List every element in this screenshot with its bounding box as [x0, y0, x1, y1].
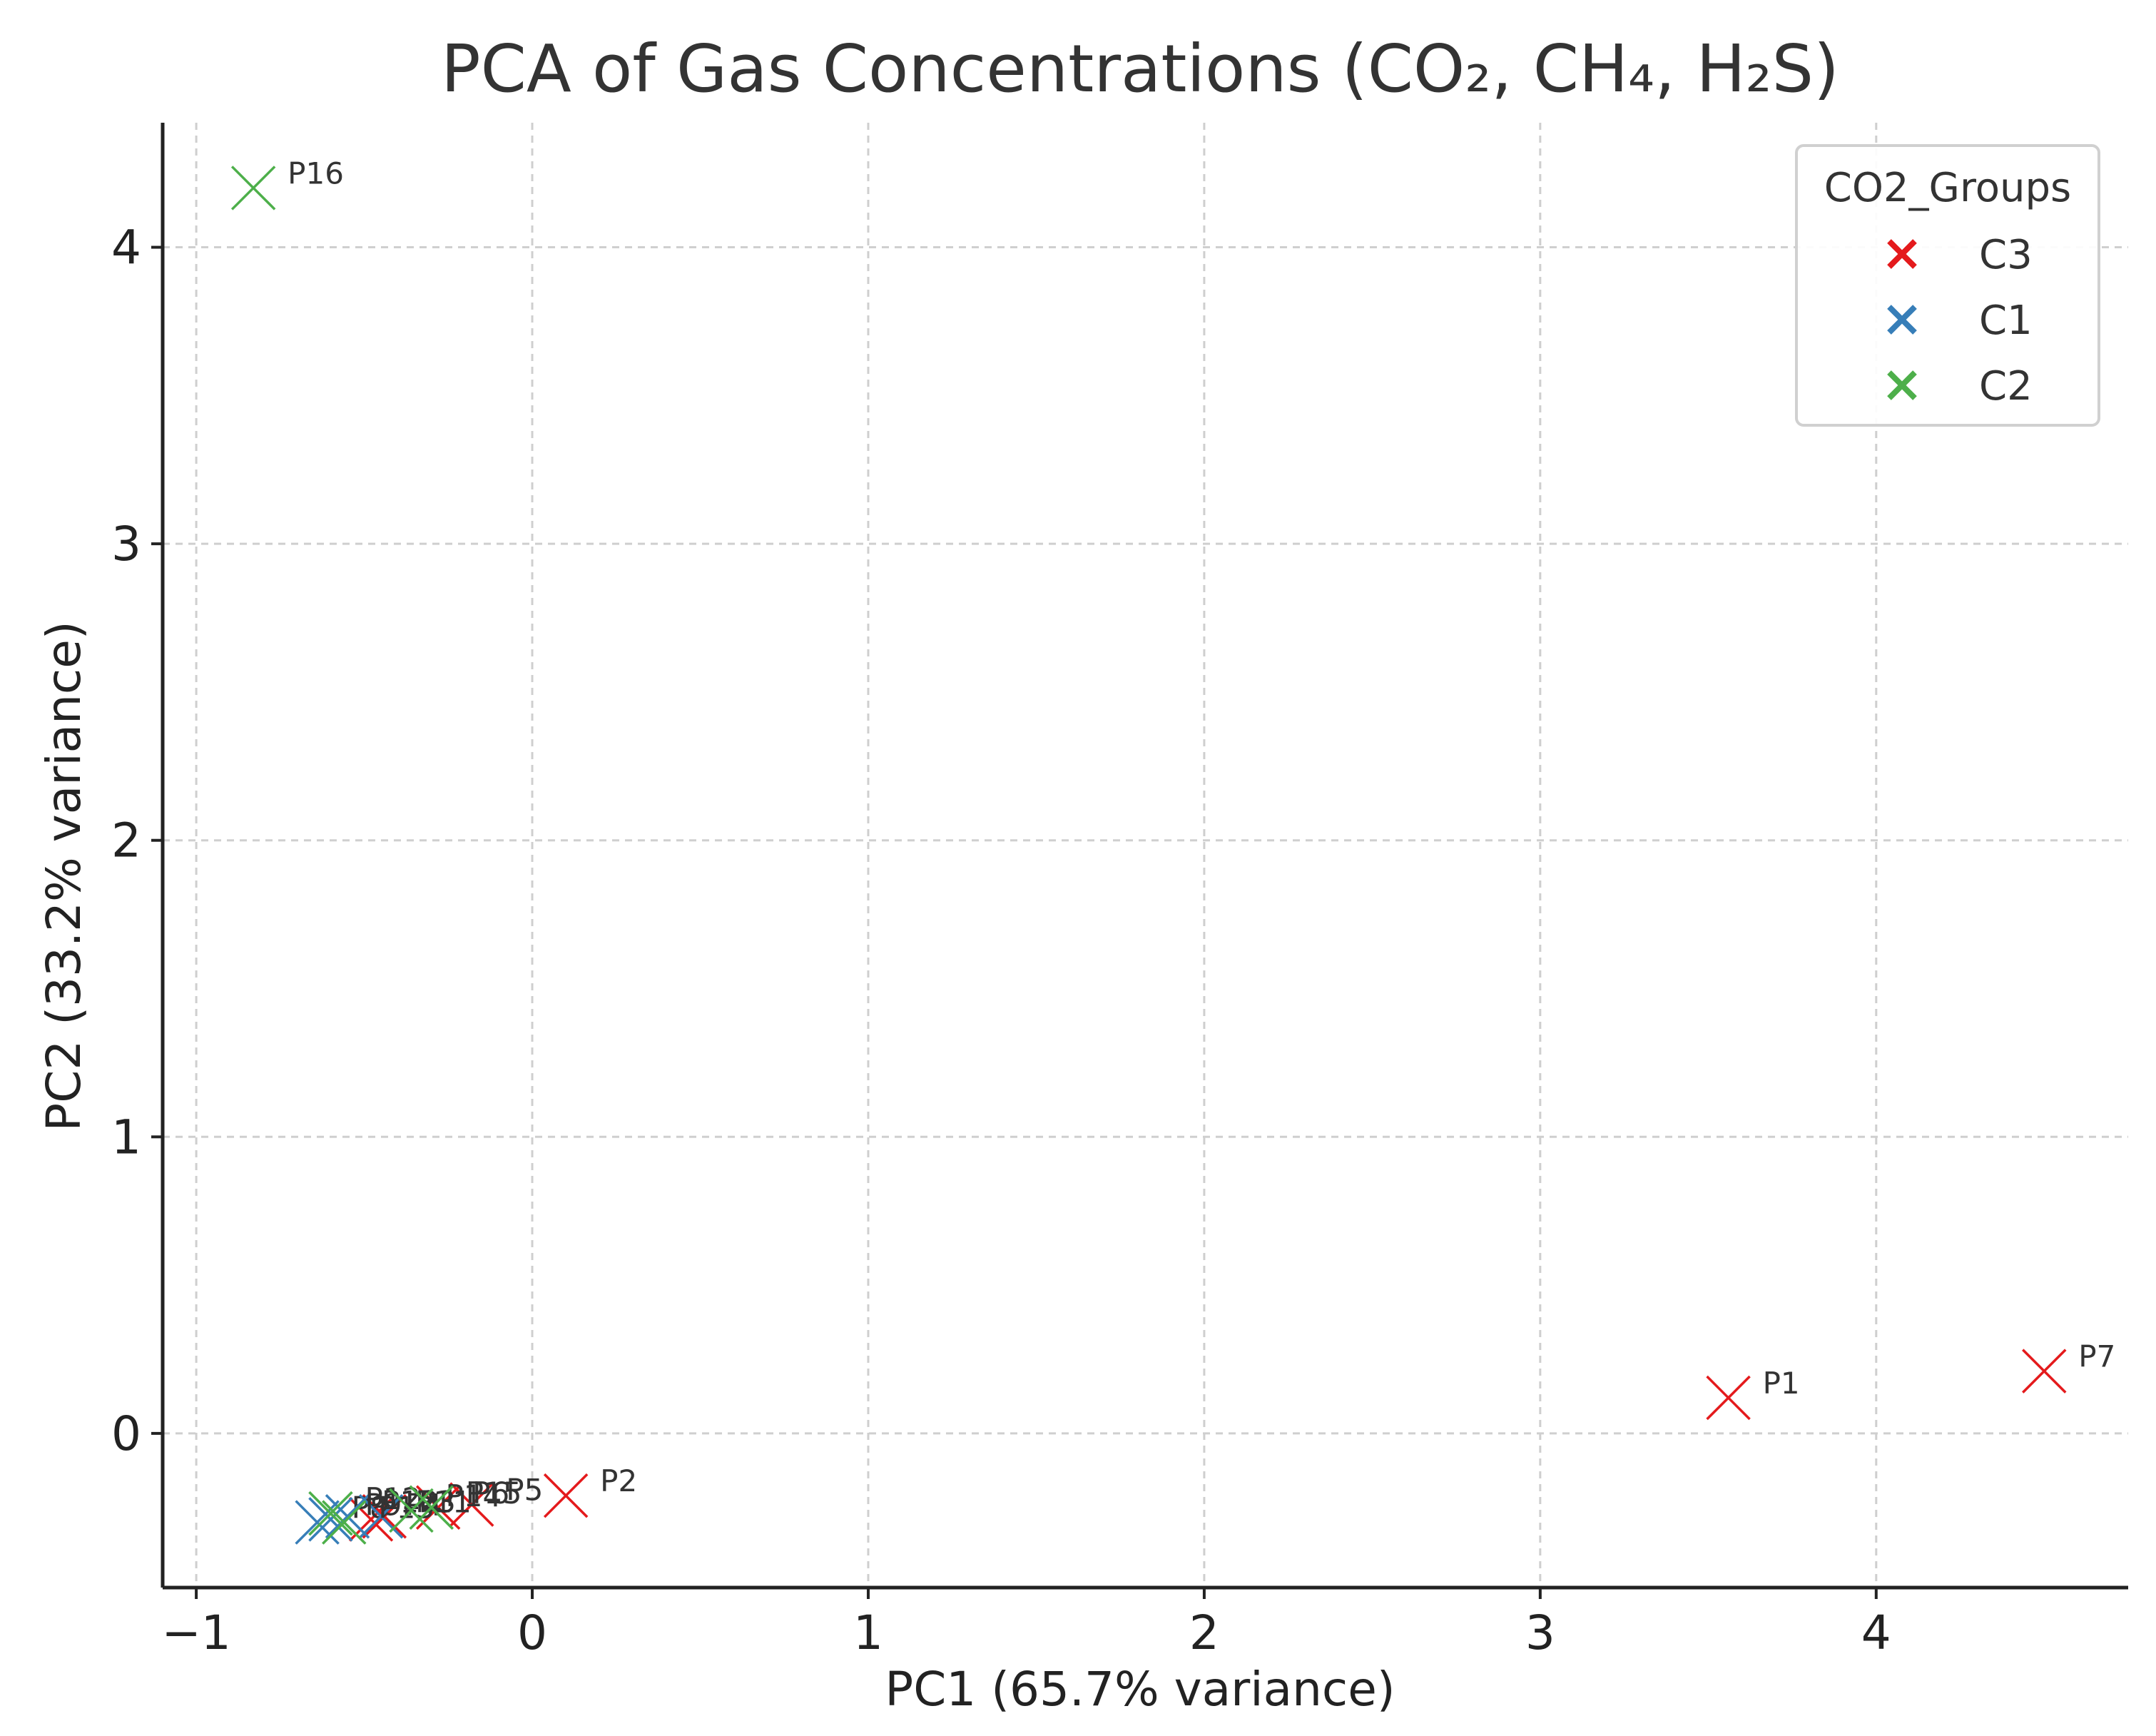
point-label: P15 [466, 1476, 522, 1511]
point-label: P7 [2078, 1339, 2115, 1374]
legend-marker-stroke [1887, 305, 1917, 335]
data-point-p1: P1 [1706, 1366, 1800, 1421]
data-point-p14: P14 [389, 1478, 502, 1533]
legend-entry-c2: C2 [1887, 363, 2033, 410]
data-point-p2: P2 [543, 1463, 637, 1518]
legend-box [1795, 144, 2100, 427]
y-tick-label: 0 [111, 1406, 141, 1461]
data-point-p15: P15 [409, 1476, 522, 1531]
legend-label: C2 [1979, 363, 2033, 410]
data-point-p16: P16 [230, 156, 344, 210]
point-marker-stroke [325, 1494, 370, 1539]
point-marker-stroke [1706, 1375, 1751, 1421]
point-marker-stroke [409, 1485, 454, 1531]
point-marker-stroke [308, 1497, 353, 1542]
x-tick-label: 2 [1189, 1605, 1219, 1660]
x-tick-label: −1 [161, 1605, 230, 1660]
legend-label: C1 [1979, 298, 2033, 344]
point-marker-stroke [543, 1473, 589, 1518]
axis-ticks: −1 0 1 2 3 4 0 1 2 3 4 [111, 220, 1891, 1660]
y-tick-label: 2 [111, 813, 141, 868]
x-tick-label: 3 [1525, 1605, 1555, 1660]
y-tick-label: 3 [111, 517, 141, 572]
y-tick-label: 1 [111, 1110, 141, 1164]
legend-marker-stroke [1887, 239, 1917, 269]
point-label: P5 [506, 1473, 543, 1508]
legend-entry-c3: C3 [1887, 232, 2033, 278]
data-point-p7: P7 [2022, 1339, 2115, 1394]
point-label: P1 [1763, 1366, 1800, 1401]
point-marker-stroke [358, 1494, 404, 1539]
point-marker-stroke [449, 1482, 494, 1527]
point-marker-stroke [362, 1494, 407, 1539]
point-marker-stroke [230, 166, 276, 210]
point-marker-stroke [308, 1491, 353, 1536]
x-axis-label: PC1 (65.7% variance) [885, 1662, 1395, 1717]
point-label: P2 [600, 1463, 637, 1498]
point-label: P16 [288, 156, 344, 191]
point-label: P14 [445, 1478, 502, 1513]
legend-label: C3 [1979, 232, 2033, 278]
legend-entry-c1: C1 [1887, 298, 2033, 344]
point-marker-stroke [322, 1500, 367, 1545]
x-tick-label: 1 [853, 1605, 883, 1660]
axis-spines [161, 123, 2128, 1590]
point-marker-stroke [389, 1488, 434, 1533]
x-tick-label: 0 [517, 1605, 547, 1660]
x-tick-label: 4 [1861, 1605, 1891, 1660]
legend-title: CO2_Groups [1824, 165, 2071, 211]
chart-title: PCA of Gas Concentrations (CO₂, CH₄, H₂S… [441, 31, 1839, 107]
data-point-p5: P5 [449, 1473, 543, 1527]
point-label: P6 [472, 1476, 509, 1511]
y-tick-label: 4 [111, 220, 141, 275]
y-axis-label: PC2 (33.2% variance) [36, 621, 91, 1131]
data-point-p6: P6 [415, 1476, 509, 1531]
legend-marker-stroke [1887, 370, 1917, 400]
data-point-p4: P4 [348, 1487, 442, 1542]
point-marker-stroke [2022, 1349, 2067, 1394]
legend: CO2_Groups C3 C1 C2 [1795, 144, 2100, 427]
data-points: P1P7P2P5P6P3P4P8P9P10P11P16P12P13P14P15 [230, 156, 2115, 1545]
